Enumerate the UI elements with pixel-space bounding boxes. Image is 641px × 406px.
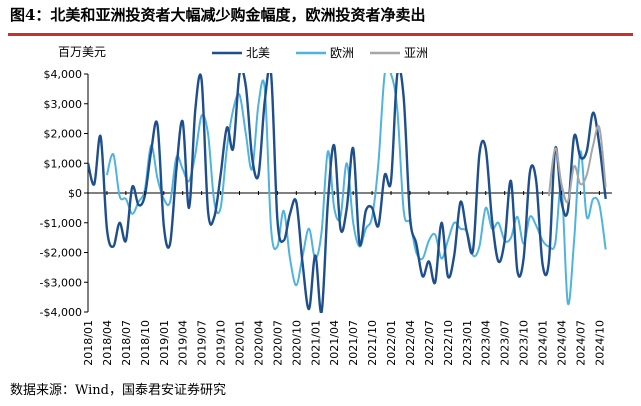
x-tick-label: 2022/07	[423, 320, 436, 366]
x-tick-label: 2023/07	[499, 320, 512, 366]
x-tick-label: 2022/04	[404, 320, 417, 366]
legend: 北美 欧洲 亚洲	[212, 46, 428, 60]
x-tick-label: 2020/07	[271, 320, 284, 366]
y-axis: $4,000 $3,000 $2,000 $1,000 $0 -$1,000 -$2,000…	[40, 68, 89, 319]
y-tick-label: -$4,000	[40, 306, 82, 319]
x-tick-label: 2021/04	[328, 320, 341, 366]
legend-label: 北美	[246, 46, 270, 60]
y-tick-label: $2,000	[44, 128, 83, 141]
x-tick-label: 2019/07	[196, 320, 209, 366]
line-chart: $4,000 $3,000 $2,000 $1,000 $0 -$1,000 -$2,000…	[40, 45, 612, 366]
series-layer	[88, 73, 607, 313]
x-tick-label: 2019/10	[215, 320, 228, 366]
series-line-north-america	[88, 73, 607, 313]
x-tick-label: 2023/04	[480, 320, 493, 366]
x-tick-label: 2019/01	[158, 320, 171, 366]
x-axis: 2018/01 2018/04 2018/07 2018/10 2019/01 2019/…	[82, 191, 606, 366]
x-tick-label: 2021/07	[347, 320, 360, 366]
x-tick-label: 2019/04	[177, 320, 190, 366]
x-tick-label: 2018/04	[101, 320, 114, 366]
y-tick-label: $1,000	[44, 157, 83, 170]
series-line-asia	[547, 125, 607, 204]
x-tick-label: 2024/01	[537, 320, 550, 366]
y-tick-label: $0	[68, 187, 82, 200]
x-tick-label: 2020/10	[290, 320, 303, 366]
x-tick-label: 2021/10	[366, 320, 379, 366]
x-tick-label: 2024/07	[574, 320, 587, 366]
x-tick-label: 2024/04	[556, 320, 569, 366]
y-tick-label: -$3,000	[40, 276, 82, 289]
y-tick-label: -$1,000	[40, 217, 82, 230]
x-tick-label: 2018/07	[120, 320, 133, 366]
x-tick-label: 2024/10	[593, 320, 606, 366]
x-tick-label: 2021/01	[309, 320, 322, 366]
y-tick-label: -$2,000	[40, 247, 82, 260]
legend-label: 欧洲	[330, 46, 354, 60]
x-tick-label: 2022/10	[442, 320, 455, 366]
chart-title: 图4：北美和亚洲投资者大幅减少购金幅度，欧洲投资者净卖出	[10, 6, 426, 24]
x-tick-label: 2023/01	[461, 320, 474, 366]
x-tick-label: 2023/10	[518, 320, 531, 366]
title-rule	[8, 33, 633, 36]
x-tick-label: 2018/01	[82, 320, 95, 366]
x-tick-label: 2022/01	[385, 320, 398, 366]
source-note: 数据来源：Wind，国泰君安证券研究	[10, 383, 226, 398]
legend-label: 亚洲	[404, 46, 428, 60]
y-tick-label: $4,000	[44, 68, 83, 81]
y-axis-label: 百万美元	[58, 45, 106, 59]
x-tick-label: 2020/01	[234, 320, 247, 366]
x-tick-label: 2020/04	[253, 320, 266, 366]
x-tick-label: 2018/10	[139, 320, 152, 366]
y-tick-label: $3,000	[44, 98, 83, 111]
